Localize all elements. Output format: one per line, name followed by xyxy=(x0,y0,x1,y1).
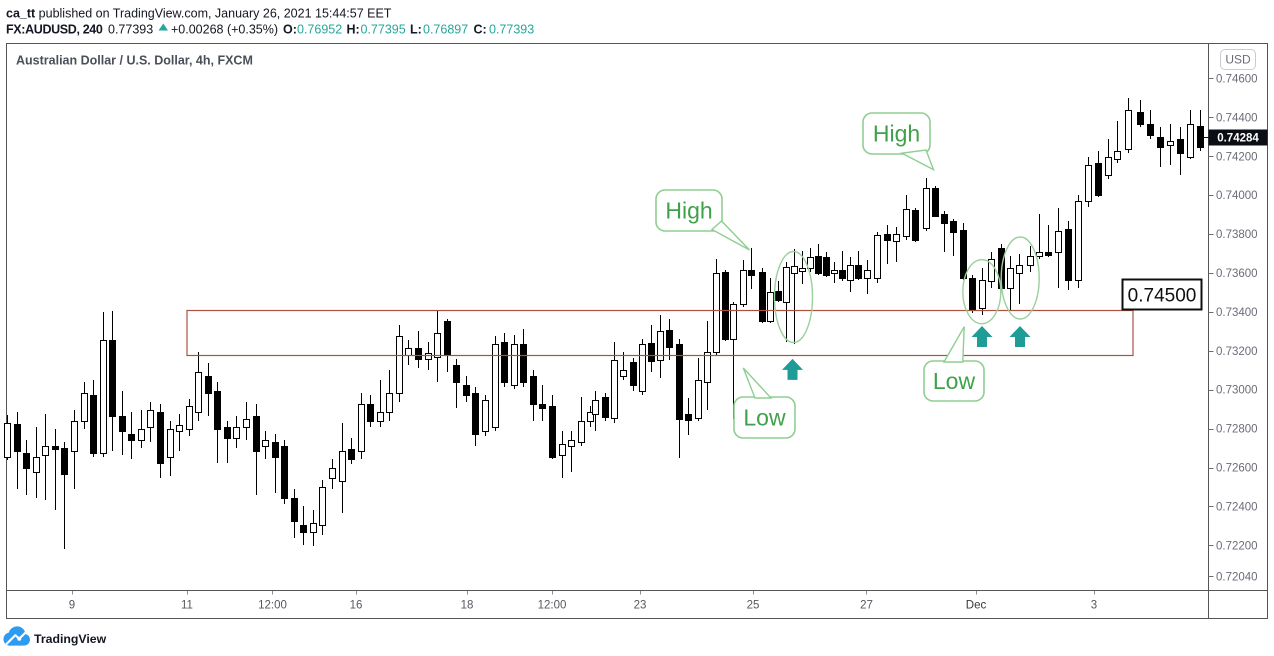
svg-text:18: 18 xyxy=(461,600,474,612)
svg-text:12:00: 12:00 xyxy=(258,600,287,612)
svg-text:High: High xyxy=(873,121,920,147)
svg-text:0.74200: 0.74200 xyxy=(1216,151,1258,163)
svg-text:ca_tt published on TradingView: ca_tt published on TradingView.com, Janu… xyxy=(6,7,392,21)
svg-text:FX:AUDUSD, 240: FX:AUDUSD, 240 xyxy=(6,23,103,37)
svg-text:27: 27 xyxy=(860,600,873,612)
svg-text:0.74600: 0.74600 xyxy=(1216,74,1258,86)
svg-text:TradingView: TradingView xyxy=(34,632,107,646)
svg-text:25: 25 xyxy=(747,600,760,612)
svg-text:0.73400: 0.73400 xyxy=(1216,307,1258,319)
svg-text:0.72200: 0.72200 xyxy=(1216,540,1258,552)
svg-text:0.73600: 0.73600 xyxy=(1216,268,1258,280)
svg-text:0.73800: 0.73800 xyxy=(1216,229,1258,241)
svg-text:0.77395: 0.77395 xyxy=(361,23,406,37)
svg-text:0.74500: 0.74500 xyxy=(1128,286,1197,307)
svg-text:0.74000: 0.74000 xyxy=(1216,190,1258,202)
svg-text:USD: USD xyxy=(1225,53,1251,67)
svg-text:0.77393: 0.77393 xyxy=(108,23,153,37)
svg-text:O:: O: xyxy=(283,23,297,37)
svg-text:H:: H: xyxy=(347,23,360,37)
svg-text:12:00: 12:00 xyxy=(538,600,567,612)
svg-text:0.73000: 0.73000 xyxy=(1216,385,1258,397)
svg-text:9: 9 xyxy=(69,600,75,612)
svg-text:23: 23 xyxy=(634,600,647,612)
svg-text:High: High xyxy=(665,198,712,224)
svg-text:3: 3 xyxy=(1091,600,1097,612)
svg-text:0.72040: 0.72040 xyxy=(1216,571,1258,583)
svg-text:Australian Dollar / U.S. Dolla: Australian Dollar / U.S. Dollar, 4h, FXC… xyxy=(16,54,253,68)
svg-text:0.73200: 0.73200 xyxy=(1216,346,1258,358)
svg-text:Dec: Dec xyxy=(966,600,987,612)
svg-text:0.74284: 0.74284 xyxy=(1217,133,1259,145)
svg-text:+0.00268 (+0.35%): +0.00268 (+0.35%) xyxy=(171,23,278,37)
svg-text:L:: L: xyxy=(410,23,422,37)
svg-text:0.72400: 0.72400 xyxy=(1216,501,1258,513)
svg-text:Low: Low xyxy=(933,368,976,394)
svg-text:16: 16 xyxy=(350,600,363,612)
svg-text:0.76952: 0.76952 xyxy=(297,23,342,37)
svg-text:C:: C: xyxy=(474,23,487,37)
svg-text:0.72600: 0.72600 xyxy=(1216,463,1258,475)
svg-text:0.72800: 0.72800 xyxy=(1216,424,1258,436)
svg-text:0.74400: 0.74400 xyxy=(1216,112,1258,124)
svg-text:0.77393: 0.77393 xyxy=(489,23,534,37)
svg-text:Low: Low xyxy=(743,405,786,431)
svg-text:11: 11 xyxy=(181,600,193,612)
svg-text:0.76897: 0.76897 xyxy=(423,23,468,37)
